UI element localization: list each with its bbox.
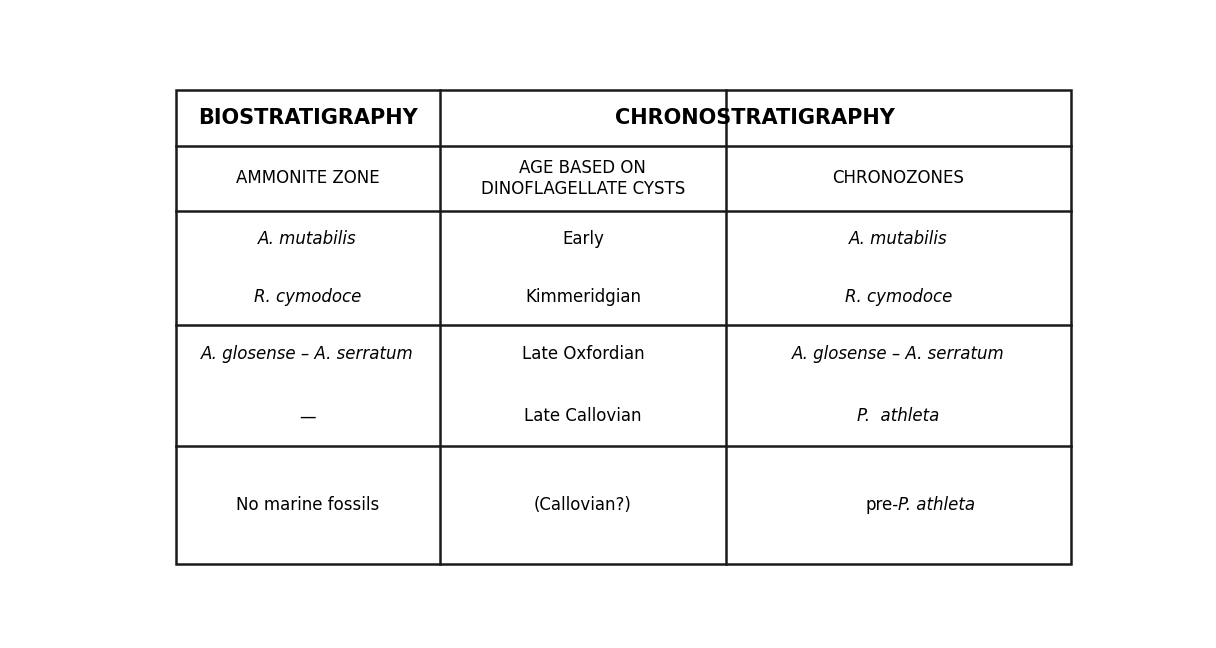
Text: R. cymodoce: R. cymodoce [845, 288, 952, 306]
Text: A. glosense – A. serratum: A. glosense – A. serratum [201, 345, 413, 364]
Text: pre-: pre- [866, 496, 899, 514]
Text: AGE BASED ON
DINOFLAGELLATE CYSTS: AGE BASED ON DINOFLAGELLATE CYSTS [480, 159, 685, 198]
Text: P.  athleta: P. athleta [857, 407, 940, 425]
Text: R. cymodoce: R. cymodoce [254, 288, 361, 306]
Text: (Callovian?): (Callovian?) [534, 496, 632, 514]
Text: A. glosense – A. serratum: A. glosense – A. serratum [792, 345, 1004, 364]
Text: Late Callovian: Late Callovian [524, 407, 642, 425]
Text: —: — [299, 407, 316, 425]
Text: P. athleta: P. athleta [899, 496, 975, 514]
Text: A. mutabilis: A. mutabilis [258, 230, 358, 248]
Text: A. mutabilis: A. mutabilis [849, 230, 947, 248]
Text: BIOSTRATIGRAPHY: BIOSTRATIGRAPHY [198, 108, 417, 128]
Text: Kimmeridgian: Kimmeridgian [525, 288, 641, 306]
Text: No marine fossils: No marine fossils [236, 496, 379, 514]
Text: Early: Early [562, 230, 604, 248]
Text: CHRONOSTRATIGRAPHY: CHRONOSTRATIGRAPHY [615, 108, 895, 128]
Text: CHRONOZONES: CHRONOZONES [833, 169, 964, 187]
Text: AMMONITE ZONE: AMMONITE ZONE [236, 169, 379, 187]
Text: Late Oxfordian: Late Oxfordian [522, 345, 644, 364]
